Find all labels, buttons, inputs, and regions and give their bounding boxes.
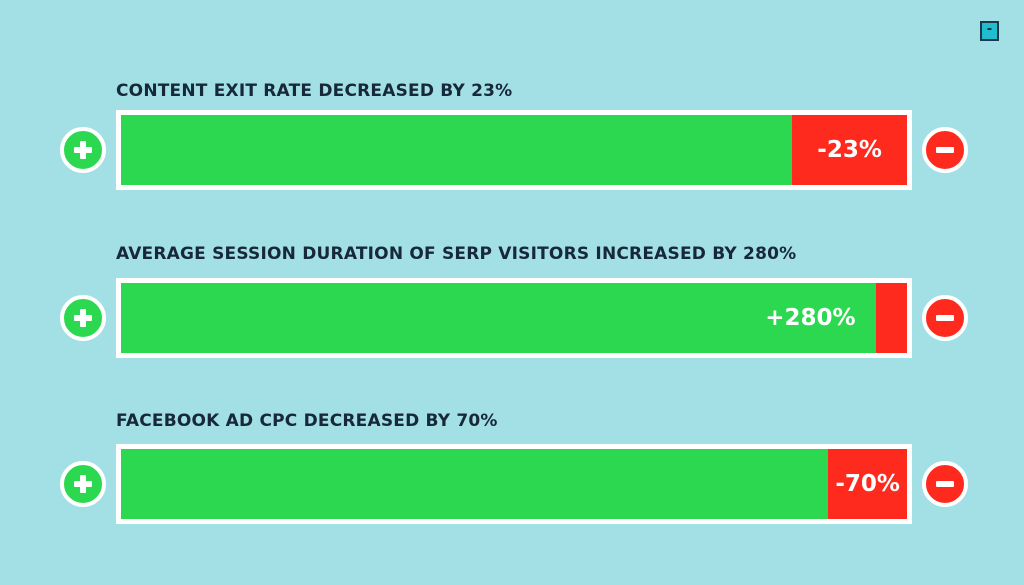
- metric-title: CONTENT EXIT RATE DECREASED BY 23%: [116, 81, 513, 101]
- metric-title: AVERAGE SESSION DURATION OF SERP VISITOR…: [116, 244, 797, 264]
- plus-bar-vertical: [80, 141, 86, 159]
- positive-segment: [121, 115, 793, 185]
- bar-track: +280%: [121, 283, 907, 353]
- collapse-button[interactable]: -: [980, 21, 999, 41]
- comparison-bar: +280%: [116, 278, 912, 358]
- bar-track: -23%: [121, 115, 907, 185]
- plus-circle-icon[interactable]: [60, 127, 106, 173]
- plus-bar-vertical: [80, 475, 86, 493]
- positive-segment: +280%: [121, 283, 876, 353]
- minus-circle-icon[interactable]: [922, 461, 968, 507]
- minus-circle-icon[interactable]: [922, 127, 968, 173]
- positive-segment: [121, 449, 829, 519]
- negative-segment: -70%: [828, 449, 907, 519]
- plus-circle-icon[interactable]: [60, 461, 106, 507]
- value-label: -70%: [835, 471, 900, 497]
- bar-track: -70%: [121, 449, 907, 519]
- minus-circle-icon[interactable]: [922, 295, 968, 341]
- minus-bar: [936, 315, 954, 321]
- value-label: -23%: [817, 137, 882, 163]
- negative-segment: -23%: [792, 115, 907, 185]
- comparison-bar: -23%: [116, 110, 912, 190]
- plus-bar-vertical: [80, 309, 86, 327]
- minus-bar: [936, 481, 954, 487]
- metric-title: FACEBOOK AD CPC DECREASED BY 70%: [116, 411, 498, 431]
- negative-segment: [875, 283, 907, 353]
- value-label: +280%: [765, 305, 856, 331]
- plus-circle-icon[interactable]: [60, 295, 106, 341]
- comparison-bar: -70%: [116, 444, 912, 524]
- minus-bar: [936, 147, 954, 153]
